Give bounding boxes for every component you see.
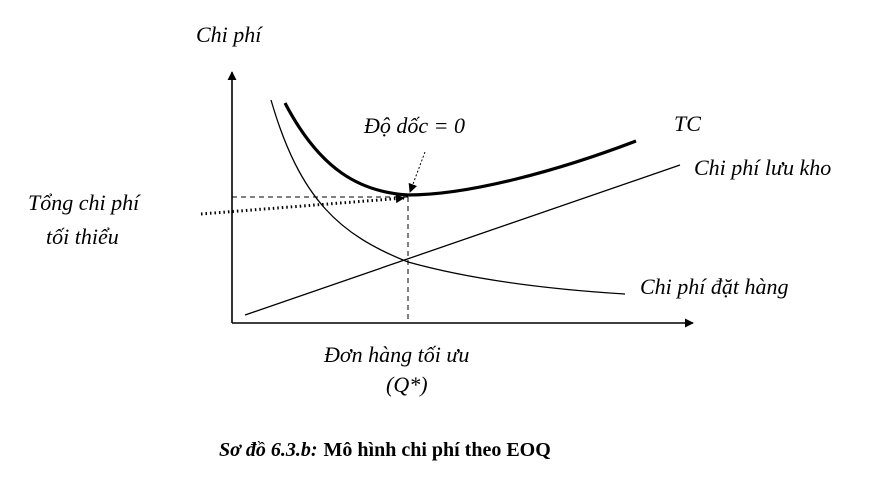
figure-caption-title: Mô hình chi phí theo EOQ bbox=[324, 439, 551, 461]
figure-caption-prefix: Sơ đồ 6.3.b: bbox=[219, 439, 318, 461]
slope-label: Độ dốc = 0 bbox=[363, 113, 465, 138]
y-axis-label: Chi phí bbox=[196, 22, 263, 47]
min-total-cost-label-line2: tối thiểu bbox=[46, 224, 119, 249]
figure-caption: Sơ đồ 6.3.b: Mô hình chi phí theo EOQ bbox=[219, 439, 551, 461]
optimal-order-label-line2: (Q*) bbox=[386, 372, 428, 397]
min-total-cost-label-line1: Tổng chi phí bbox=[28, 190, 141, 215]
total-cost-label: TC bbox=[674, 111, 701, 136]
holding-cost-line bbox=[244, 164, 681, 316]
ordering-cost-label: Chi phí đặt hàng bbox=[640, 274, 789, 299]
optimal-order-label-line1: Đơn hàng tối ưu bbox=[323, 342, 469, 367]
total-cost-curve bbox=[283, 102, 637, 197]
holding-cost-label: Chi phí lưu kho bbox=[694, 155, 831, 180]
slope-pointer-arrow bbox=[408, 151, 426, 193]
